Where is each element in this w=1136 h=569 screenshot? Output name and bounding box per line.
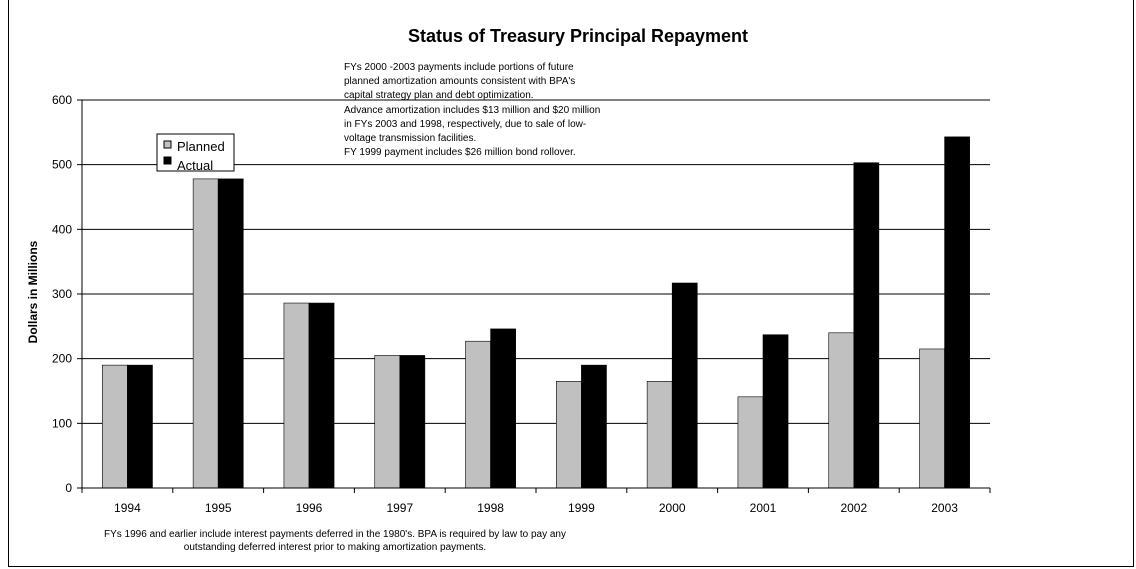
y-tick-labels: 0 100 200 300 400 500 600 bbox=[52, 93, 72, 495]
bar-planned-2003 bbox=[919, 348, 945, 489]
annotation-line-6: FY 1999 payment includes $26 million bon… bbox=[344, 147, 576, 158]
bar-actual-1999 bbox=[581, 364, 607, 489]
x-tick-label: 1997 bbox=[386, 501, 413, 515]
bar-actual-2003 bbox=[944, 136, 970, 489]
bars bbox=[102, 136, 970, 489]
y-tick-label: 300 bbox=[52, 287, 72, 301]
y-tick-label: 400 bbox=[52, 222, 72, 236]
bar-planned-1996 bbox=[283, 302, 310, 489]
x-tick-label: 1996 bbox=[296, 501, 323, 515]
annotation-line-5: voltage transmission facilities. bbox=[344, 133, 476, 144]
y-tick-label: 100 bbox=[52, 416, 72, 430]
footnote-line-1: outstanding deferred interest prior to m… bbox=[184, 542, 486, 553]
x-tick-label: 1998 bbox=[477, 501, 504, 515]
annotation-block: FYs 2000 -2003 payments include portions… bbox=[344, 62, 600, 158]
bar-planned-1999 bbox=[556, 380, 582, 489]
bar-actual-1996 bbox=[308, 302, 335, 489]
bar-planned-1998 bbox=[465, 340, 491, 489]
legend-swatch-actual bbox=[163, 156, 172, 165]
bar-planned-2000 bbox=[646, 380, 673, 489]
legend-label-planned: Planned bbox=[177, 139, 225, 154]
legend-swatch-planned bbox=[163, 140, 172, 149]
y-tick-label: 0 bbox=[65, 481, 72, 495]
legend: Planned Actual bbox=[156, 133, 235, 173]
x-tick-label: 2002 bbox=[840, 501, 867, 515]
bar-planned-1997 bbox=[374, 355, 401, 489]
bar-actual-1998 bbox=[490, 328, 516, 489]
bar-actual-2000 bbox=[671, 282, 698, 489]
legend-box bbox=[156, 133, 235, 172]
annotation-line-3: Advance amortization includes $13 millio… bbox=[344, 105, 600, 116]
bar-planned-2001 bbox=[737, 396, 764, 489]
bar-actual-1997 bbox=[399, 355, 426, 489]
x-tick-label: 2003 bbox=[931, 501, 958, 515]
bar-actual-2001 bbox=[762, 334, 789, 489]
x-tick-labels: 1994 1995 1996 1997 1998 1999 2000 2001 2002 2003 bbox=[114, 501, 958, 515]
footnote-line-0: FYs 1996 and earlier include interest pa… bbox=[104, 529, 566, 540]
annotation-line-1: planned amortization amounts consistent … bbox=[344, 76, 575, 87]
bar-actual-1995 bbox=[217, 178, 244, 489]
bar-planned-2002 bbox=[828, 332, 855, 489]
bar-planned-1995 bbox=[192, 178, 219, 489]
bar-planned-1994 bbox=[102, 364, 128, 489]
bar-actual-2002 bbox=[853, 162, 880, 489]
annotation-line-4: in FYs 2003 and 1998, respectively, due … bbox=[344, 119, 586, 130]
legend-label-actual: Actual bbox=[177, 158, 213, 173]
x-tick-label: 1999 bbox=[568, 501, 595, 515]
annotation-line-0: FYs 2000 -2003 payments include portions… bbox=[344, 62, 574, 73]
annotation-line-2: capital strategy plan and debt optimizat… bbox=[344, 90, 534, 101]
chart-frame bbox=[8, 0, 1134, 567]
x-tick-label: 2001 bbox=[750, 501, 777, 515]
chart-title: Status of Treasury Principal Repayment bbox=[408, 26, 748, 46]
bar-actual-1994 bbox=[127, 364, 153, 489]
y-tick-label: 200 bbox=[52, 352, 72, 366]
x-tick-label: 2000 bbox=[659, 501, 686, 515]
y-axis-label: Dollars in Millions bbox=[26, 240, 40, 343]
y-tick-label: 500 bbox=[52, 158, 72, 172]
y-tick-label: 600 bbox=[52, 93, 72, 107]
x-tick-label: 1995 bbox=[205, 501, 232, 515]
x-tick-label: 1994 bbox=[114, 501, 141, 515]
axes bbox=[77, 99, 991, 493]
